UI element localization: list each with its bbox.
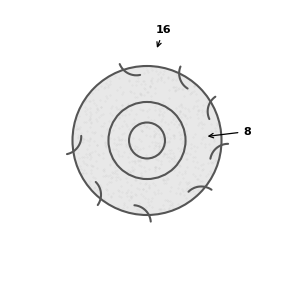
Text: 16: 16 (156, 25, 171, 47)
Circle shape (73, 66, 221, 215)
Text: 8: 8 (209, 126, 251, 138)
